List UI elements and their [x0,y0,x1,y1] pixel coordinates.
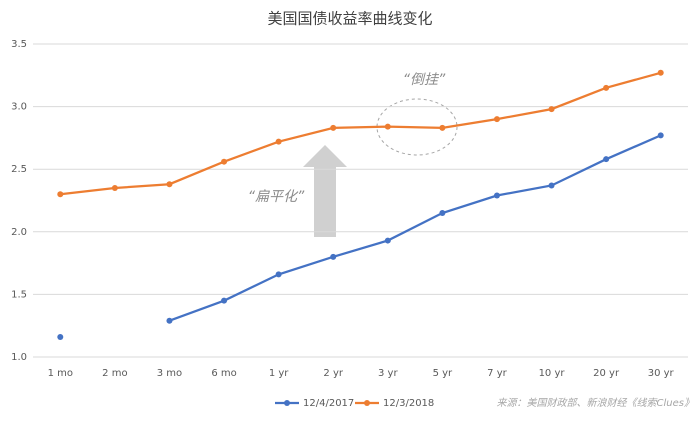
data-point [221,158,228,165]
x-tick-label: 6 mo [211,368,236,379]
data-point [57,191,64,198]
series-line [60,71,662,196]
data-point [493,116,500,123]
data-point [57,333,64,340]
data-point [384,123,391,130]
annotation: “扁平化” [248,189,305,205]
data-point [221,297,228,304]
data-point [548,106,555,113]
x-tick-label: 1 mo [48,368,73,379]
legend-label: 12/4/2017 [303,398,354,409]
data-point [603,156,610,163]
data-point [330,253,337,260]
x-tick-label: 20 yr [593,368,620,379]
data-point [111,184,118,191]
x-tick-label: 2 mo [102,368,127,379]
y-tick-label: 1.5 [11,289,27,300]
x-tick-label: 5 yr [433,368,453,379]
series-line [169,134,662,322]
flatten-arrow [303,145,347,237]
data-point [166,317,173,324]
data-point [603,84,610,91]
x-tick-label: 1 yr [269,368,289,379]
x-tick-label: 3 yr [378,368,398,379]
y-tick-label: 1.0 [11,352,27,363]
source-note: 来源：美国财政部、新浪财经《线索Clues》 [497,397,694,409]
data-point [384,237,391,244]
legend-label: 12/3/2018 [383,398,434,409]
annotation: “倒挂” [403,72,446,88]
data-point [330,124,337,131]
x-tick-label: 3 mo [157,368,182,379]
y-tick-label: 2.0 [11,227,27,238]
inversion-circle [376,98,458,156]
legend-marker [364,400,370,406]
y-tick-label: 2.5 [11,164,27,175]
data-point [657,132,664,139]
data-point [439,124,446,131]
data-point [439,210,446,217]
data-point [275,271,282,278]
x-tick-label: 10 yr [539,368,566,379]
chart-title: 美国国债收益率曲线变化 [267,10,432,28]
y-tick-label: 3.5 [11,39,27,50]
data-point [275,138,282,145]
data-point [493,192,500,199]
x-tick-label: 7 yr [487,368,507,379]
x-tick-label: 30 yr [648,368,675,379]
data-point [657,69,664,76]
y-tick-label: 3.0 [11,102,27,113]
data-point [166,181,173,188]
data-point [548,182,555,189]
x-tick-label: 2 yr [323,368,343,379]
legend-marker [284,400,290,406]
